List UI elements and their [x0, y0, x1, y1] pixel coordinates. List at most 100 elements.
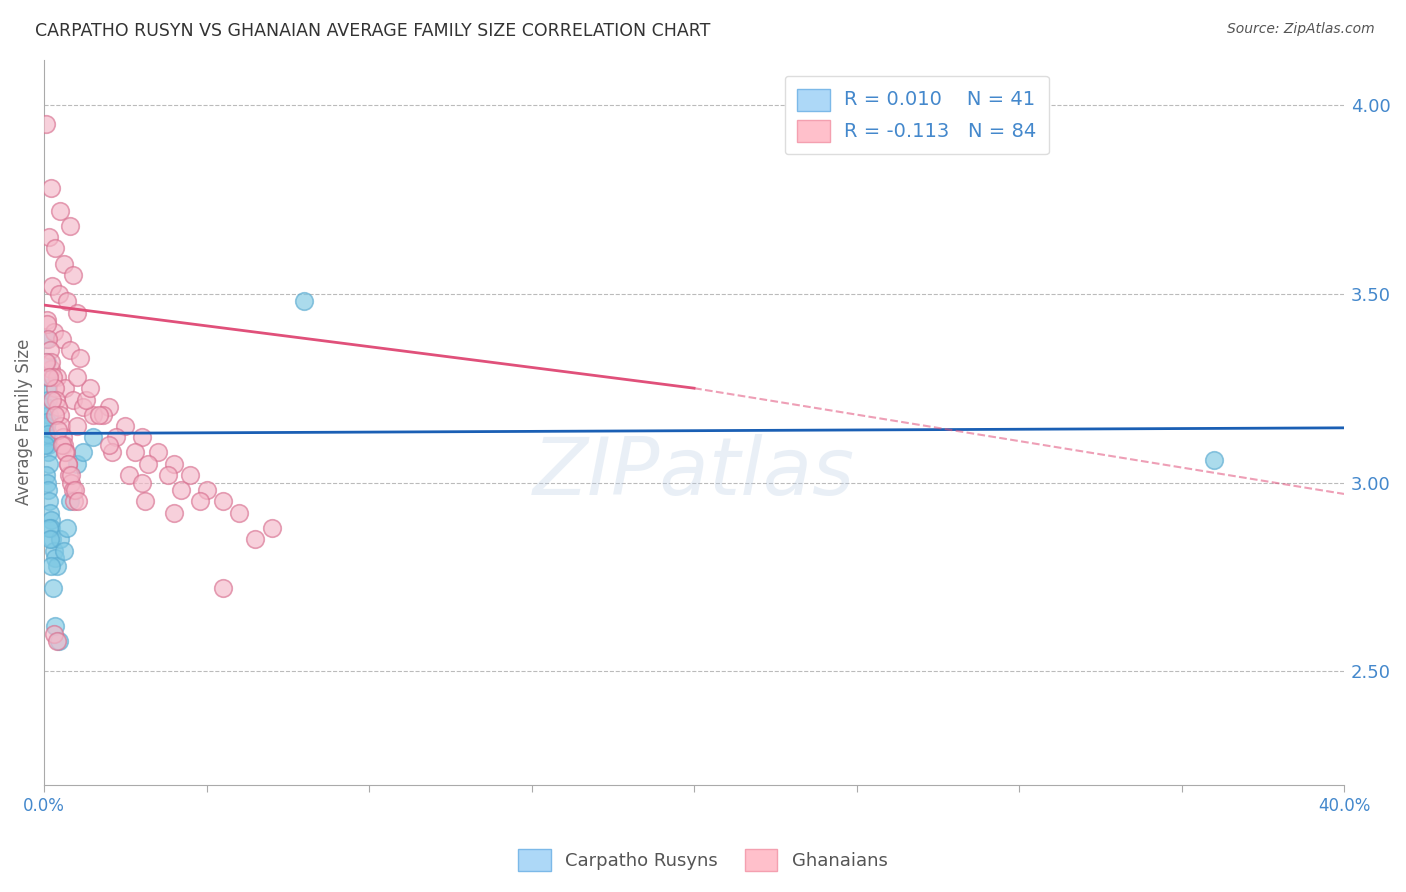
Point: [44, 619, 66, 633]
Point: [131, 430, 153, 444]
Point: [37, 332, 59, 346]
Point: [56, 457, 79, 471]
Point: [69, 351, 91, 365]
Point: [104, 430, 127, 444]
Point: [35, 355, 58, 369]
Point: [35, 369, 58, 384]
Point: [55, 445, 77, 459]
Point: [52, 256, 75, 270]
Y-axis label: Average Family Size: Average Family Size: [15, 339, 32, 506]
Point: [228, 506, 250, 520]
Point: [62, 268, 84, 282]
Point: [42, 369, 65, 384]
Point: [38, 457, 60, 471]
Point: [38, 521, 60, 535]
Point: [245, 533, 267, 547]
Point: [75, 392, 97, 407]
Point: [34, 438, 56, 452]
Point: [91, 408, 114, 422]
Point: [56, 457, 79, 471]
Point: [63, 483, 86, 498]
Point: [98, 438, 121, 452]
Point: [98, 400, 121, 414]
Point: [134, 494, 156, 508]
Point: [1202, 453, 1225, 467]
Point: [37, 313, 59, 327]
Point: [41, 279, 63, 293]
Point: [59, 219, 82, 233]
Point: [56, 521, 79, 535]
Point: [59, 494, 82, 508]
Point: [37, 483, 59, 498]
Point: [44, 408, 66, 422]
Point: [114, 419, 136, 434]
Point: [195, 483, 218, 498]
Point: [163, 457, 186, 471]
Point: [82, 408, 104, 422]
Legend: Carpatho Rusyns, Ghanaians: Carpatho Rusyns, Ghanaians: [510, 842, 896, 879]
Point: [42, 626, 65, 640]
Point: [39, 521, 62, 535]
Point: [39, 533, 62, 547]
Point: [35, 468, 58, 483]
Point: [156, 468, 179, 483]
Point: [39, 355, 62, 369]
Point: [46, 369, 69, 384]
Point: [46, 400, 69, 414]
Point: [42, 582, 65, 596]
Point: [48, 408, 70, 422]
Point: [49, 533, 72, 547]
Point: [146, 445, 169, 459]
Point: [35, 430, 58, 444]
Point: [38, 408, 60, 422]
Point: [124, 445, 146, 459]
Point: [35, 355, 58, 369]
Point: [41, 392, 63, 407]
Point: [179, 468, 201, 483]
Point: [53, 445, 76, 459]
Text: ZIPatlas: ZIPatlas: [533, 434, 855, 512]
Point: [65, 457, 87, 471]
Point: [163, 506, 186, 520]
Point: [39, 558, 62, 573]
Point: [42, 543, 65, 558]
Text: CARPATHO RUSYN VS GHANAIAN AVERAGE FAMILY SIZE CORRELATION CHART: CARPATHO RUSYN VS GHANAIAN AVERAGE FAMIL…: [35, 22, 710, 40]
Point: [131, 475, 153, 490]
Point: [35, 415, 58, 429]
Point: [37, 445, 59, 459]
Point: [45, 392, 67, 407]
Legend: R = 0.010    N = 41, R = -0.113   N = 84: R = 0.010 N = 41, R = -0.113 N = 84: [785, 76, 1049, 154]
Point: [51, 438, 73, 452]
Point: [63, 494, 86, 508]
Point: [59, 475, 82, 490]
Point: [37, 381, 59, 395]
Point: [117, 468, 139, 483]
Point: [39, 362, 62, 376]
Point: [82, 430, 104, 444]
Point: [38, 230, 60, 244]
Point: [35, 419, 58, 434]
Point: [53, 381, 76, 395]
Point: [38, 369, 60, 384]
Point: [101, 445, 124, 459]
Point: [60, 468, 83, 483]
Point: [37, 426, 59, 441]
Point: [188, 494, 211, 508]
Point: [136, 457, 159, 471]
Point: [49, 203, 72, 218]
Point: [58, 468, 80, 483]
Point: [35, 332, 58, 346]
Point: [39, 181, 62, 195]
Point: [35, 317, 58, 331]
Point: [212, 582, 235, 596]
Point: [49, 419, 72, 434]
Point: [292, 294, 315, 309]
Point: [37, 475, 59, 490]
Point: [35, 400, 58, 414]
Point: [38, 494, 60, 508]
Point: [44, 242, 66, 256]
Point: [52, 430, 75, 444]
Point: [65, 419, 87, 434]
Point: [44, 381, 66, 395]
Point: [53, 438, 76, 452]
